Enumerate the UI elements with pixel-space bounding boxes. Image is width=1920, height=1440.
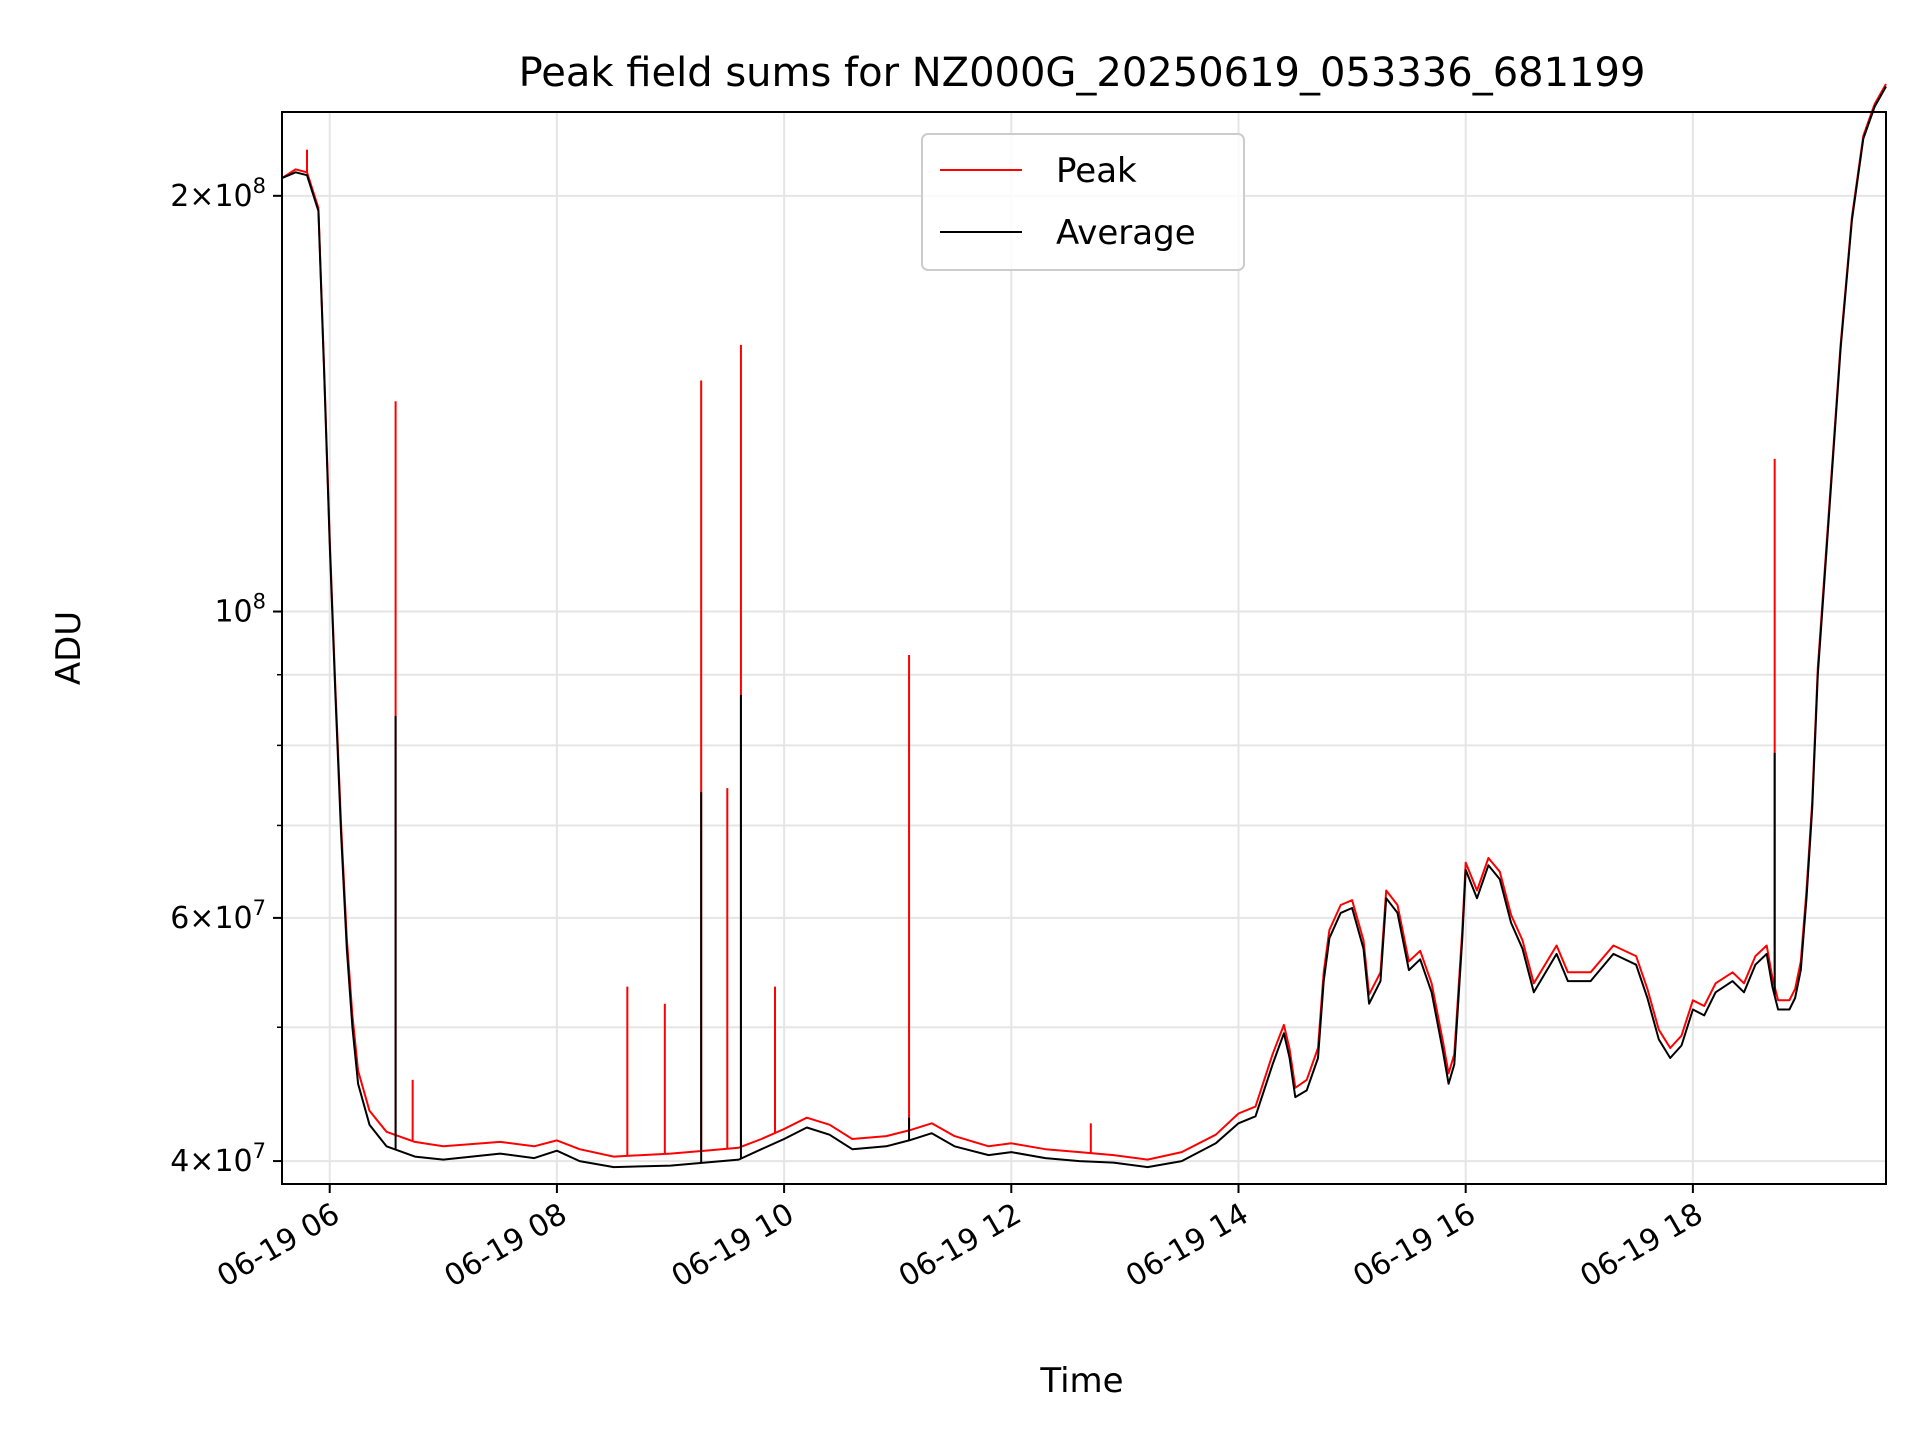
plot-lines	[281, 83, 1887, 1169]
y-tick-label: 4×107	[170, 1139, 266, 1179]
y-axis-label: ADU	[49, 611, 89, 685]
legend: Peak Average	[921, 133, 1245, 271]
average-series-line	[281, 86, 1887, 1169]
plot-frame	[281, 111, 1887, 1185]
legend-peak-label: Peak	[1056, 151, 1137, 191]
y-tick-label: 108	[214, 590, 266, 630]
grid	[282, 112, 1886, 1184]
y-tick-label: 2×108	[170, 174, 266, 214]
legend-box	[921, 133, 1245, 271]
y-tick-label: 6×107	[170, 896, 266, 936]
x-axis-label: Time	[1039, 1361, 1123, 1401]
y-ticks: 4×107 6×107 108 2×108	[170, 174, 282, 1179]
legend-average-label: Average	[1056, 213, 1196, 253]
chart-title: Peak field sums for NZ000G_20250619_0533…	[519, 50, 1646, 96]
peak-series-line	[281, 83, 1887, 1161]
